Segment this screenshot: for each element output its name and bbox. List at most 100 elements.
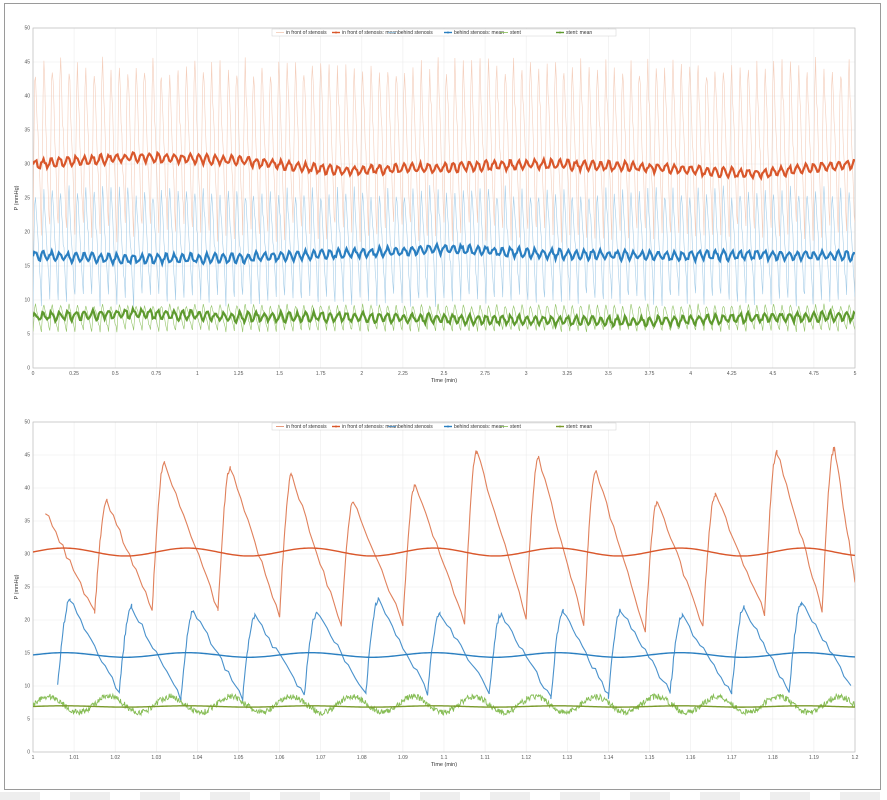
x-tick-label: 3.25 (562, 371, 572, 377)
x-tick-label: 1.04 (193, 755, 203, 761)
y-tick-label: 10 (24, 684, 30, 690)
y-tick-label: 25 (24, 196, 30, 202)
legend-entry: in front of stenosis: mean (342, 30, 398, 36)
x-tick-label: 0.75 (151, 371, 161, 377)
x-tick-label: 1.16 (686, 755, 696, 761)
x-tick-label: 0.5 (112, 371, 119, 377)
y-axis-label: P (mmHg) (14, 185, 20, 210)
x-tick-label: 1.07 (316, 755, 326, 761)
y-tick-label: 50 (24, 420, 30, 426)
y-tick-label: 40 (24, 486, 30, 492)
y-tick-label: 35 (24, 519, 30, 525)
y-tick-label: 45 (24, 60, 30, 66)
y-tick-label: 20 (24, 230, 30, 236)
x-tick-label: 1 (196, 371, 199, 377)
y-tick-label: 5 (27, 332, 30, 338)
y-tick-label: 50 (24, 26, 30, 32)
series-0-line (45, 446, 855, 633)
series-2-line (57, 597, 852, 702)
legend-entry: behind stenosis: mean (454, 30, 504, 36)
series-1-mean-line (33, 547, 855, 557)
legend-entry: behind stenosis: mean (454, 424, 504, 430)
x-tick-label: 5 (854, 371, 857, 377)
x-tick-label: 3.5 (605, 371, 612, 377)
y-tick-label: 35 (24, 128, 30, 134)
y-tick-label: 5 (27, 717, 30, 723)
x-axis-label: Time (min) (431, 762, 457, 768)
y-tick-label: 25 (24, 585, 30, 591)
y-tick-label: 20 (24, 618, 30, 624)
series-4-line (33, 692, 855, 717)
x-tick-label: 1.25 (234, 371, 244, 377)
plot-area-border (32, 27, 856, 369)
x-tick-label: 4.25 (727, 371, 737, 377)
x-tick-label: 3 (525, 371, 528, 377)
legend-entry: behind stenosis (398, 424, 433, 430)
series-5-mean-line (33, 304, 855, 330)
x-tick-label: 4.5 (769, 371, 776, 377)
y-tick-label: 45 (24, 453, 30, 459)
legend-marker (447, 31, 449, 34)
y-tick-label: 10 (24, 298, 30, 304)
chart-panel-2: 1 1.01 1.02 1.03 1.04 1.05 1.06 1.07 1.08 1.09 1.1… (14, 420, 859, 768)
series-1-mean-line (33, 150, 855, 181)
x-tick-label: 1.03 (151, 755, 161, 761)
y-tick-label: 0 (27, 366, 30, 372)
series-5-mean-line (33, 705, 855, 708)
x-tick-label: 1.1 (441, 755, 448, 761)
x-tick-label: 2.5 (441, 371, 448, 377)
legend-entry: in front of stenosis: mean (342, 424, 398, 430)
legend-marker (559, 425, 561, 428)
legend-marker (335, 425, 337, 428)
legend-marker (559, 31, 561, 34)
y-tick-label: 15 (24, 264, 30, 270)
x-tick-label: 4.75 (809, 371, 819, 377)
legend-entry: stent: mean (566, 424, 592, 430)
legend-entry: stent (510, 30, 521, 36)
series-0-line (33, 56, 855, 243)
series-3-mean-line (33, 241, 855, 268)
x-tick-label: 1.75 (316, 371, 326, 377)
x-tick-label: 3.75 (645, 371, 655, 377)
x-tick-label: 1.02 (110, 755, 120, 761)
plot-lines (33, 446, 855, 717)
legend-marker (447, 425, 449, 428)
legend-marker (335, 31, 337, 34)
legend: in front of stenosis in front of stenosis… (271, 28, 617, 37)
y-tick-label: 0 (27, 750, 30, 756)
x-tick-label: 1.05 (234, 755, 244, 761)
x-tick-label: 1.06 (275, 755, 285, 761)
y-tick-label: 15 (24, 651, 30, 657)
legend-entry: behind stenosis (398, 30, 433, 36)
x-tick-label: 1.19 (809, 755, 819, 761)
y-tick-label: 30 (24, 552, 30, 558)
x-tick-label: 1.15 (645, 755, 655, 761)
x-tick-label: 1.08 (357, 755, 367, 761)
x-tick-label: 1.14 (604, 755, 614, 761)
y-axis-label: P (mmHg) (14, 574, 20, 599)
legend: in front of stenosis in front of stenosis… (271, 422, 617, 431)
x-tick-label: 2.25 (398, 371, 408, 377)
x-tick-label: 1.17 (727, 755, 737, 761)
x-tick-label: 1 (32, 755, 35, 761)
x-tick-label: 1.5 (276, 371, 283, 377)
x-tick-label: 0 (32, 371, 35, 377)
x-axis-label: Time (min) (431, 378, 457, 384)
x-tick-label: 1.11 (480, 755, 490, 761)
legend-entry: in front of stenosis (286, 30, 327, 36)
y-tick-label: 40 (24, 94, 30, 100)
x-tick-label: 1.12 (521, 755, 531, 761)
x-tick-label: 4 (689, 371, 692, 377)
series-2-line (33, 185, 855, 307)
caption-strip (0, 792, 887, 800)
plot-area-border (32, 421, 856, 753)
plot-lines (33, 56, 855, 333)
x-tick-label: 1.2 (852, 755, 859, 761)
x-tick-label: 1.01 (69, 755, 79, 761)
x-tick-label: 1.09 (398, 755, 408, 761)
legend-entry: stent (510, 424, 521, 430)
x-tick-label: 1.18 (768, 755, 778, 761)
y-tick-label: 30 (24, 162, 30, 168)
legend-entry: in front of stenosis (286, 424, 327, 430)
